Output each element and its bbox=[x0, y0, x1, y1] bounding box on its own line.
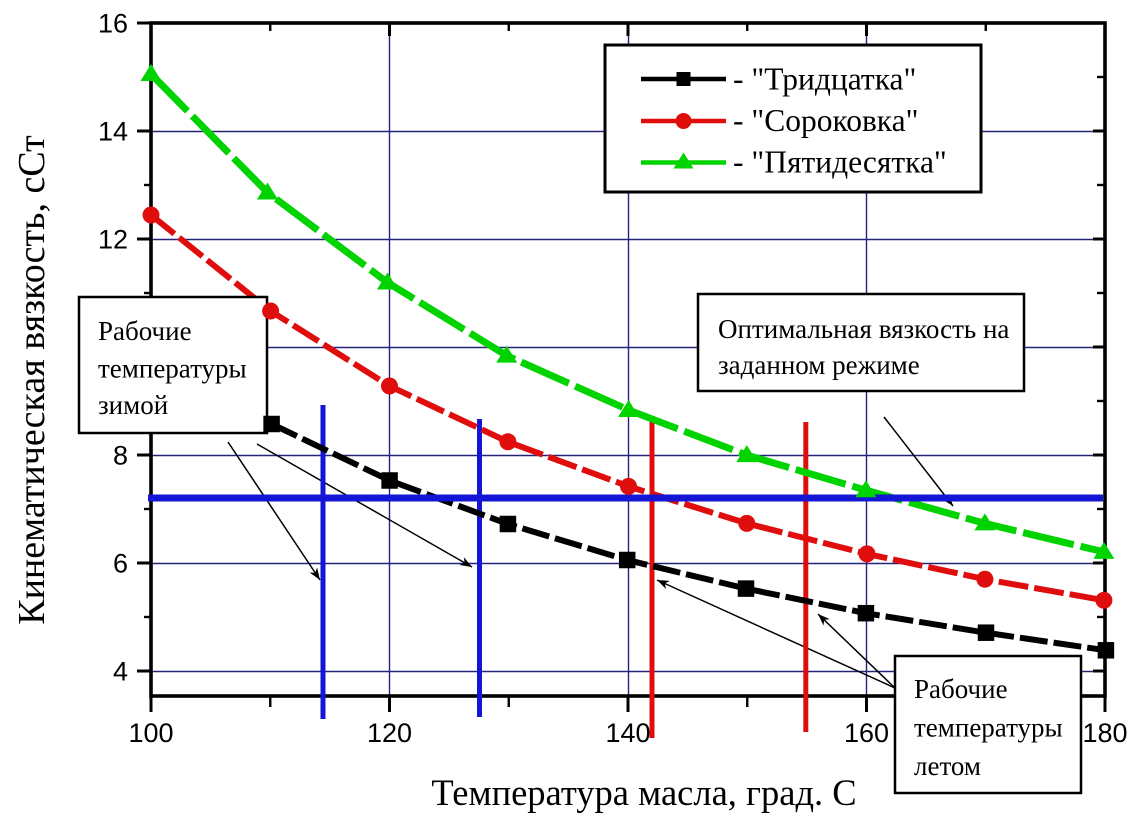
svg-text:зимой: зимой bbox=[98, 390, 168, 420]
svg-text:Оптимальная вязкость на: Оптимальная вязкость на bbox=[718, 314, 1009, 344]
svg-text:120: 120 bbox=[367, 718, 412, 748]
svg-text:12: 12 bbox=[98, 225, 128, 255]
svg-text:Рабочие: Рабочие bbox=[914, 674, 1008, 704]
svg-text:180: 180 bbox=[1082, 718, 1127, 748]
svg-text:4: 4 bbox=[113, 657, 128, 687]
svg-text:- "Тридцатка": - "Тридцатка" bbox=[733, 62, 916, 97]
svg-text:летом: летом bbox=[914, 751, 981, 781]
svg-text:температуры: температуры bbox=[98, 354, 247, 384]
svg-text:160: 160 bbox=[844, 718, 889, 748]
svg-text:140: 140 bbox=[605, 718, 650, 748]
svg-text:Рабочие: Рабочие bbox=[98, 316, 192, 346]
svg-text:8: 8 bbox=[113, 441, 128, 471]
svg-text:- "Сороковка": - "Сороковка" bbox=[733, 103, 918, 138]
svg-text:Кинематическая вязкость, сСт: Кинематическая вязкость, сСт bbox=[11, 135, 53, 625]
svg-text:Температура масла, град. С: Температура масла, град. С bbox=[431, 772, 856, 813]
svg-text:14: 14 bbox=[98, 117, 128, 147]
svg-text:температуры: температуры bbox=[914, 713, 1063, 743]
svg-text:заданном режиме: заданном режиме bbox=[718, 350, 920, 380]
svg-text:- "Пятидесятка": - "Пятидесятка" bbox=[733, 145, 947, 180]
svg-text:6: 6 bbox=[113, 549, 128, 579]
svg-text:100: 100 bbox=[128, 718, 173, 748]
svg-text:16: 16 bbox=[98, 9, 128, 39]
